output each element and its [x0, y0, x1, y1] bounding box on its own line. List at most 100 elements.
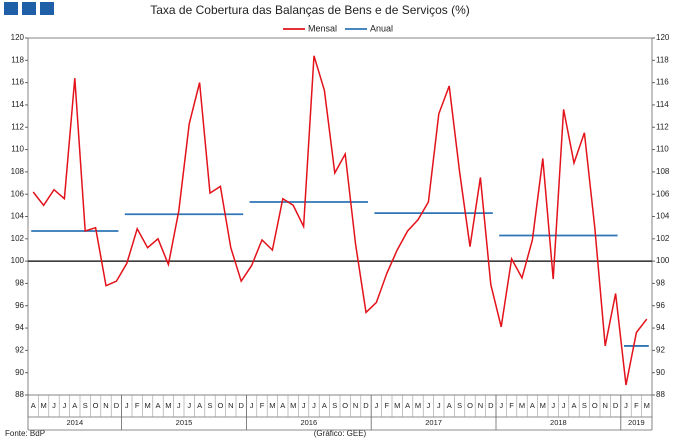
- y2-tick-label: 116: [656, 78, 669, 87]
- y2-tick-label: 118: [656, 55, 669, 64]
- x-tick-label: M: [269, 401, 275, 410]
- x-tick-label: J: [187, 401, 191, 410]
- x-tick-label: S: [83, 401, 88, 410]
- chart-title: Taxa de Cobertura das Balanças de Bens e…: [150, 3, 470, 17]
- x-tick-label: M: [644, 401, 650, 410]
- x-tick-label: F: [509, 401, 514, 410]
- x-tick-label: D: [363, 401, 369, 410]
- source: Fonte: BdP: [5, 429, 45, 438]
- logo-square: [40, 2, 54, 15]
- x-tick-label: O: [467, 401, 473, 410]
- x-tick-label: O: [93, 401, 99, 410]
- x-tick-label: J: [125, 401, 129, 410]
- x-tick-label: M: [519, 401, 525, 410]
- x-tick-label: J: [624, 401, 628, 410]
- y-tick-label: 120: [11, 33, 25, 42]
- x-tick-label: N: [103, 401, 108, 410]
- x-tick-label: J: [312, 401, 316, 410]
- y-tick-label: 98: [15, 279, 24, 288]
- y-tick-label: 110: [11, 145, 24, 154]
- credit: (Gráfico: GEE): [314, 429, 367, 438]
- year-label: 2016: [300, 418, 317, 427]
- line-series: [32, 55, 648, 386]
- y-tick-label: 94: [15, 323, 24, 332]
- y-tick-label: 96: [15, 301, 24, 310]
- y2-tick-label: 108: [656, 167, 670, 176]
- year-label: 2019: [628, 418, 645, 427]
- y-tick-label: 112: [11, 122, 24, 131]
- y2-tick-label: 106: [656, 189, 670, 198]
- x-tick-label: J: [375, 401, 379, 410]
- y2-tick-label: 120: [656, 33, 670, 42]
- x-tick-label: A: [571, 401, 576, 410]
- logo-square: [4, 2, 18, 15]
- x-tick-label: O: [217, 401, 223, 410]
- x-tick-label: J: [437, 401, 441, 410]
- plot-area: [27, 37, 653, 396]
- x-tick-label: N: [353, 401, 358, 410]
- legend-label: Anual: [370, 23, 393, 33]
- y-tick-label: 104: [11, 212, 25, 221]
- x-tick-label: A: [447, 401, 452, 410]
- x-tick-label: A: [322, 401, 327, 410]
- x-tick-label: S: [582, 401, 587, 410]
- x-tick-label: A: [405, 401, 410, 410]
- x-tick-label: M: [40, 401, 46, 410]
- x-tick-label: F: [135, 401, 140, 410]
- x-tick-label: M: [290, 401, 296, 410]
- x-tick-label: M: [540, 401, 546, 410]
- x-tick-label: A: [72, 401, 77, 410]
- y2-tick-label: 94: [656, 323, 665, 332]
- x-tick-label: A: [280, 401, 285, 410]
- y2-tick-label: 114: [656, 100, 669, 109]
- y-tick-label: 88: [15, 390, 24, 399]
- x-tick-label: D: [488, 401, 494, 410]
- y2-tick-label: 110: [656, 145, 669, 154]
- x-tick-label: F: [385, 401, 390, 410]
- y-tick-label: 90: [15, 368, 24, 377]
- x-tick-label: J: [63, 401, 67, 410]
- x-tick-label: M: [415, 401, 421, 410]
- y-tick-label: 116: [11, 78, 24, 87]
- y-tick-label: 100: [11, 256, 25, 265]
- x-tick-label: J: [562, 401, 566, 410]
- legend-label: Mensal: [308, 23, 337, 33]
- x-tick-label: S: [207, 401, 212, 410]
- y-tick-label: 106: [11, 189, 25, 198]
- x-tick-label: D: [613, 401, 619, 410]
- x-tick-label: A: [31, 401, 36, 410]
- y2-tick-label: 104: [656, 212, 670, 221]
- x-tick-label: J: [250, 401, 254, 410]
- y2-tick-label: 98: [656, 279, 665, 288]
- x-tick-label: O: [342, 401, 348, 410]
- logo-square: [22, 2, 36, 15]
- x-tick-label: F: [260, 401, 265, 410]
- x-tick-label: S: [457, 401, 462, 410]
- x-tick-label: M: [165, 401, 171, 410]
- x-tick-label: A: [530, 401, 535, 410]
- year-label: 2017: [425, 418, 442, 427]
- x-tick-label: F: [634, 401, 639, 410]
- x-tick-label: J: [551, 401, 555, 410]
- x-tick-label: O: [592, 401, 598, 410]
- y2-tick-label: 112: [656, 122, 669, 131]
- y-tick-label: 108: [11, 167, 25, 176]
- y2-tick-label: 88: [656, 390, 665, 399]
- year-label: 2015: [176, 418, 193, 427]
- x-tick-label: S: [332, 401, 337, 410]
- y-tick-label: 114: [11, 100, 24, 109]
- y2-tick-label: 102: [656, 234, 670, 243]
- x-tick-label: N: [602, 401, 607, 410]
- x-tick-label: A: [155, 401, 160, 410]
- x-tick-label: J: [177, 401, 181, 410]
- year-label: 2018: [550, 418, 567, 427]
- y-tick-label: 92: [15, 345, 24, 354]
- x-tick-label: N: [478, 401, 483, 410]
- y2-tick-label: 92: [656, 345, 665, 354]
- x-tick-label: J: [302, 401, 306, 410]
- x-tick-label: M: [394, 401, 400, 410]
- y2-tick-label: 90: [656, 368, 665, 377]
- x-tick-label: A: [197, 401, 202, 410]
- y-tick-label: 118: [11, 55, 24, 64]
